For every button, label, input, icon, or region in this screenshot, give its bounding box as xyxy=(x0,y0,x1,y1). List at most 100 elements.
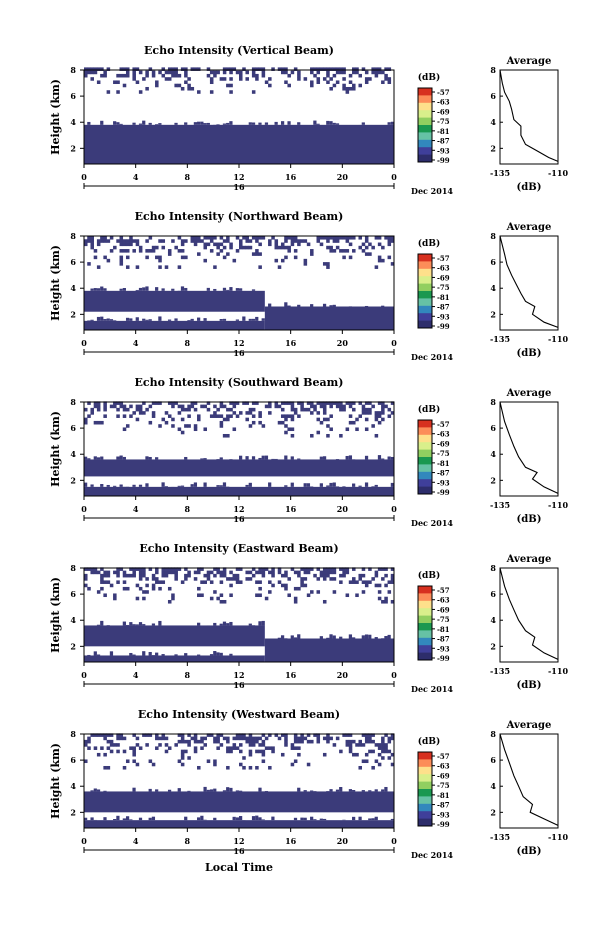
heatmap-cell xyxy=(310,739,314,744)
heatmap-cell xyxy=(84,743,88,747)
heatmap-cells xyxy=(84,401,395,496)
heatmap-cell xyxy=(368,242,372,247)
heatmap-cell xyxy=(255,401,259,405)
heatmap-cell xyxy=(284,255,288,260)
heatmap-cell xyxy=(371,486,375,487)
heatmap-cell xyxy=(339,573,343,578)
heatmap-cell xyxy=(280,752,285,757)
heatmap-cell xyxy=(290,404,295,409)
heatmap-cell xyxy=(206,287,210,291)
heatmap-cell xyxy=(229,653,233,656)
heatmap-cell xyxy=(222,433,227,438)
heatmap-cell xyxy=(100,286,104,291)
heatmap-cell xyxy=(197,239,201,243)
heatmap-cell xyxy=(119,288,123,291)
y-axis-label: Height (km) xyxy=(49,743,62,819)
heatmap-cell xyxy=(125,265,130,269)
heatmap-cell xyxy=(368,818,372,821)
x-tick-label: 4 xyxy=(133,172,139,182)
heatmap-cell xyxy=(326,265,330,269)
x-tick-label: 12 xyxy=(233,172,244,182)
heatmap-cell xyxy=(219,242,224,247)
profile-frame xyxy=(499,567,559,663)
heatmap-cell xyxy=(384,746,388,750)
heatmap-cell xyxy=(293,411,298,415)
heatmap-cell xyxy=(297,70,301,75)
heatmap-cell xyxy=(103,570,107,575)
heatmap-cell xyxy=(232,427,237,432)
heatmap-cell xyxy=(284,739,288,744)
heatmap-cell xyxy=(203,245,208,250)
heatmap-cell xyxy=(193,242,198,247)
heatmap-cell xyxy=(190,86,195,91)
heatmap-cell xyxy=(219,580,224,584)
heatmap-cell xyxy=(361,759,366,764)
heatmap-cell xyxy=(280,407,285,412)
heatmap-cell xyxy=(280,583,285,588)
profile-y-tick-label: 8 xyxy=(490,65,496,75)
heatmap-cell xyxy=(106,733,111,737)
heatmap-cell xyxy=(326,401,330,405)
heatmap-cell xyxy=(119,455,123,460)
heatmap-cell xyxy=(390,762,395,767)
heatmap-cell xyxy=(164,573,169,578)
heatmap-cell xyxy=(284,583,288,588)
heatmap-cell xyxy=(129,236,133,240)
heatmap-cell xyxy=(138,484,143,487)
heatmap-cell xyxy=(345,236,350,240)
heatmap-cell xyxy=(222,77,227,81)
colorbar-swatch xyxy=(418,759,432,768)
heatmap-cell xyxy=(103,73,107,78)
heatmap-cell xyxy=(203,404,208,409)
heatmap-cell xyxy=(329,401,333,405)
profile-x-tick-label: -135 xyxy=(490,500,510,510)
heatmap-cell xyxy=(87,262,91,266)
heatmap-cell xyxy=(184,573,188,578)
heatmap-cell xyxy=(361,590,366,594)
day-label: 16 xyxy=(233,182,245,192)
heatmap-cell xyxy=(300,407,304,412)
heatmap-cell xyxy=(255,67,259,71)
heatmap-cell xyxy=(216,739,220,744)
heatmap-cell xyxy=(342,86,346,91)
heatmap-cell xyxy=(161,733,166,737)
heatmap-cell xyxy=(345,455,349,460)
heatmap-cell xyxy=(251,420,256,425)
heatmap-cell xyxy=(264,567,269,571)
colorbar-swatch xyxy=(418,615,432,624)
heatmap-cell xyxy=(100,746,104,750)
heatmap-cell xyxy=(145,743,149,747)
heatmap-cell xyxy=(142,411,146,415)
heatmap-cell xyxy=(251,67,256,71)
heatmap-layer xyxy=(84,820,394,828)
heatmap-cell xyxy=(251,567,256,571)
heatmap-cell xyxy=(374,573,379,578)
heatmap-cell xyxy=(258,736,262,741)
heatmap-cell xyxy=(219,424,224,428)
heatmap-cell xyxy=(171,401,175,405)
heatmap-cell xyxy=(206,242,211,247)
heatmap-cell xyxy=(384,786,388,792)
heatmap-cell xyxy=(180,762,185,767)
heatmap-cell xyxy=(151,762,156,767)
heatmap-cell xyxy=(300,739,304,744)
heatmap-cell xyxy=(193,407,198,412)
colorbar-tick-label: -63 xyxy=(437,98,450,107)
heatmap-cell xyxy=(284,733,288,737)
heatmap-cell xyxy=(310,304,314,307)
heatmap-cell xyxy=(310,567,314,571)
heatmap-cell xyxy=(303,239,308,243)
heatmap-cell xyxy=(219,319,223,321)
heatmap-cell xyxy=(374,411,379,415)
heatmap-cell xyxy=(209,236,214,240)
heatmap-cell xyxy=(326,417,330,422)
heatmap-cell xyxy=(268,239,272,243)
heatmap-cell xyxy=(390,482,394,487)
heatmap-cell xyxy=(290,482,294,487)
heatmap-cell xyxy=(387,407,392,412)
heatmap-layer xyxy=(84,655,265,662)
heatmap-cell xyxy=(119,67,124,71)
heatmap-cell xyxy=(167,319,172,321)
heatmap-cell xyxy=(164,420,169,425)
heatmap-cell xyxy=(352,236,356,240)
